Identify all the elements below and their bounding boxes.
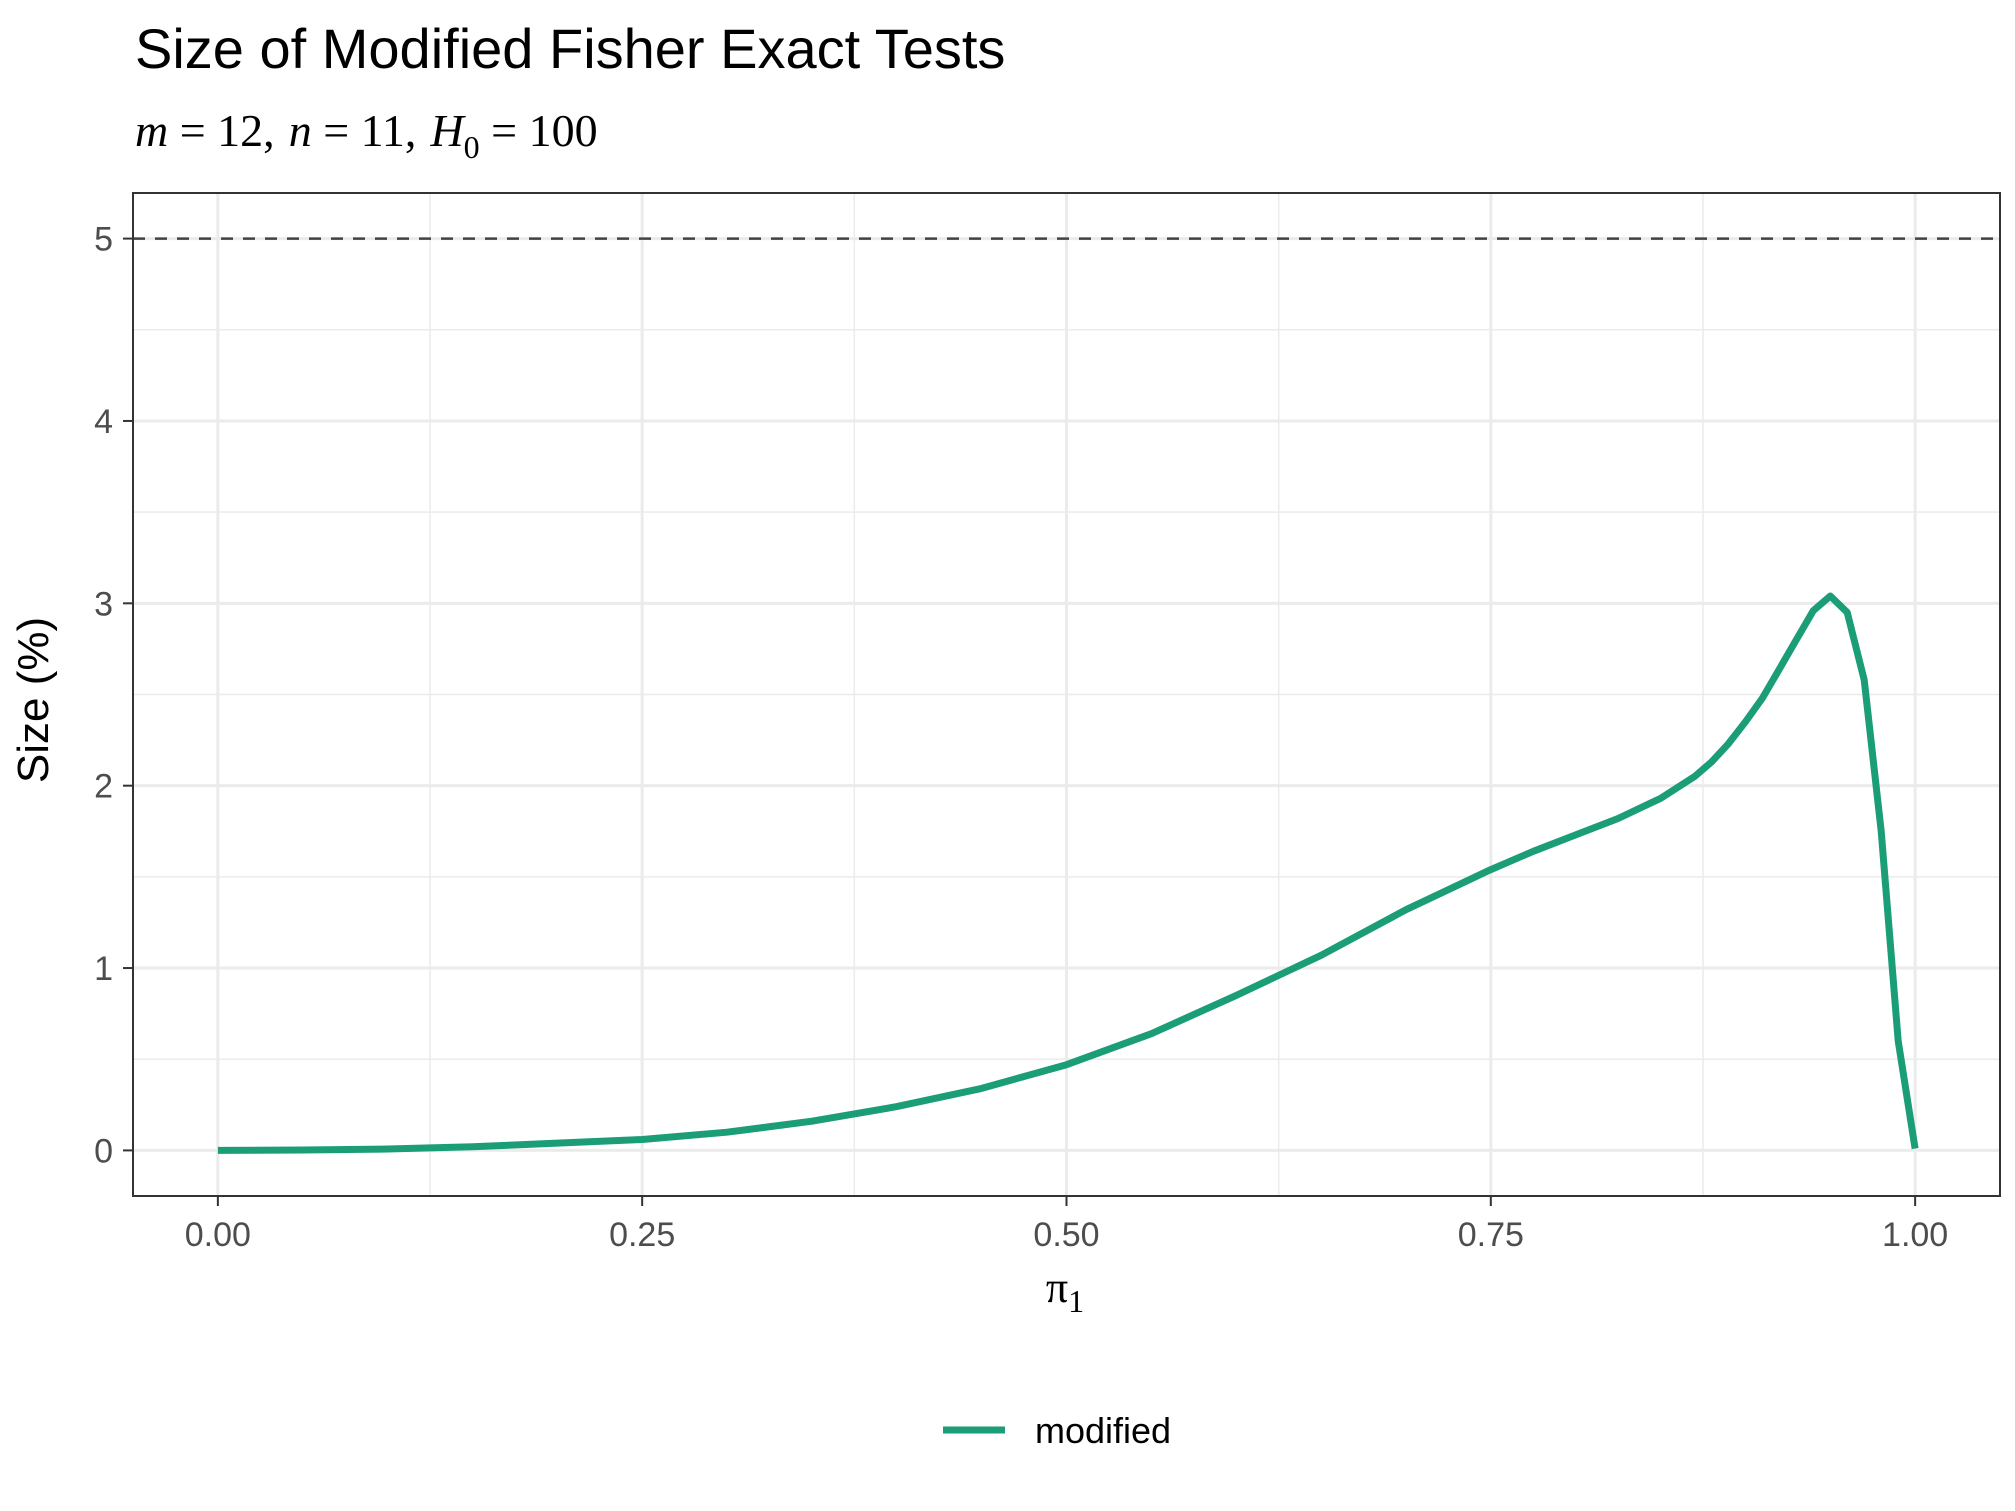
legend: modified xyxy=(943,1410,1171,1451)
x-tick-label: 1.00 xyxy=(1882,1216,1948,1254)
chart-title: Size of Modified Fisher Exact Tests xyxy=(135,17,1005,80)
x-tick-label: 0.75 xyxy=(1458,1216,1524,1254)
x-tick-label: 0.00 xyxy=(185,1216,251,1254)
y-tick-label: 0 xyxy=(94,1132,113,1170)
y-tick-label: 2 xyxy=(94,768,113,806)
series-line-modified xyxy=(217,592,1919,1154)
series-layer xyxy=(217,592,1919,1154)
subtitle-m-symbol: m xyxy=(135,105,168,156)
x-tick-label: 0.25 xyxy=(609,1216,675,1254)
x-axis-title: π1 xyxy=(1046,1263,1084,1319)
y-tick-label: 1 xyxy=(94,950,113,988)
legend-label-modified: modified xyxy=(1035,1410,1171,1451)
subtitle-h-value: = 100 xyxy=(480,105,598,156)
subtitle-n-symbol: n xyxy=(289,105,312,156)
x-tick-label: 0.50 xyxy=(1033,1216,1099,1254)
x-axis: 0.00 0.25 0.50 0.75 1.00 xyxy=(185,1196,1948,1254)
subtitle-h-symbol: H xyxy=(429,105,466,156)
x-axis-title-symbol: π xyxy=(1046,1263,1068,1312)
subtitle-n-value: = 11, xyxy=(312,105,417,156)
y-tick-label: 3 xyxy=(94,585,113,623)
major-gridlines xyxy=(133,193,2000,1196)
x-axis-title-subscript: 1 xyxy=(1068,1283,1084,1319)
subtitle-h-subscript: 0 xyxy=(464,129,480,165)
y-axis-title: Size (%) xyxy=(9,617,58,783)
y-axis: 0 1 2 3 4 5 xyxy=(94,221,133,1170)
y-tick-label: 4 xyxy=(94,403,113,441)
subtitle-m-value: = 12, xyxy=(168,105,274,156)
chart-subtitle: m = 12, n = 11, H0 = 100 xyxy=(135,105,598,165)
y-tick-label: 5 xyxy=(94,221,113,259)
